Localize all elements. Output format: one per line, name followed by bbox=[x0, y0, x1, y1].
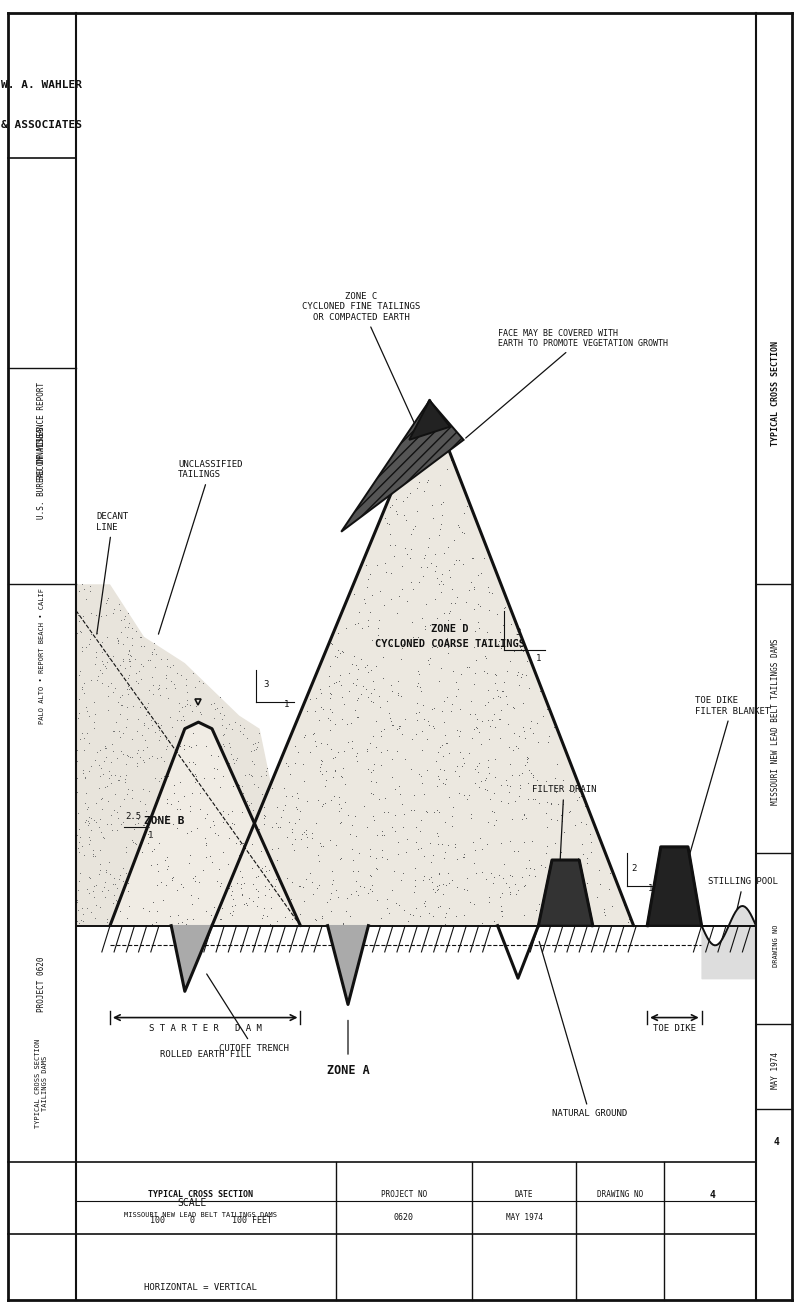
Bar bbox=[174, 1241, 192, 1257]
Text: 100: 100 bbox=[150, 1216, 165, 1225]
Text: RECONNAISSANCE REPORT: RECONNAISSANCE REPORT bbox=[37, 382, 46, 479]
Text: HORIZONTAL = VERTICAL: HORIZONTAL = VERTICAL bbox=[144, 1283, 257, 1292]
Polygon shape bbox=[538, 860, 593, 926]
Text: MISSOURI NEW LEAD BELT TAILINGS DAMS: MISSOURI NEW LEAD BELT TAILINGS DAMS bbox=[123, 1212, 277, 1217]
Text: 3: 3 bbox=[264, 680, 269, 689]
Text: PROJECT 0620: PROJECT 0620 bbox=[37, 957, 46, 1012]
Text: ZONE A: ZONE A bbox=[326, 1064, 370, 1077]
Text: MAY 1974: MAY 1974 bbox=[506, 1213, 542, 1221]
Bar bbox=[158, 1241, 174, 1257]
Text: 2: 2 bbox=[631, 864, 636, 873]
Text: STILLING POOL: STILLING POOL bbox=[709, 877, 778, 943]
Text: CUTOFF TRENCH: CUTOFF TRENCH bbox=[206, 974, 289, 1053]
Bar bbox=[158, 1257, 174, 1272]
Text: ZONE B: ZONE B bbox=[144, 815, 185, 826]
Text: DRAWING NO: DRAWING NO bbox=[597, 1191, 643, 1199]
Text: & ASSOCIATES: & ASSOCIATES bbox=[1, 119, 82, 130]
Text: NATURAL GROUND: NATURAL GROUND bbox=[539, 941, 627, 1119]
Bar bbox=[192, 1257, 209, 1272]
Text: 3: 3 bbox=[515, 628, 521, 637]
Polygon shape bbox=[171, 926, 212, 991]
Text: MISSOURI NEW LEAD BELT TAILINGS DAMS: MISSOURI NEW LEAD BELT TAILINGS DAMS bbox=[771, 639, 781, 805]
Text: FACE MAY BE COVERED WITH
EARTH TO PROMOTE VEGETATION GROWTH: FACE MAY BE COVERED WITH EARTH TO PROMOT… bbox=[466, 328, 667, 439]
Text: TYPICAL CROSS SECTION
TAILINGS DAMS: TYPICAL CROSS SECTION TAILINGS DAMS bbox=[35, 1039, 48, 1128]
Polygon shape bbox=[409, 400, 450, 440]
Text: TOE DIKE
FILTER BLANKET: TOE DIKE FILTER BLANKET bbox=[689, 696, 770, 857]
Text: PROJECT NO: PROJECT NO bbox=[381, 1191, 427, 1199]
Text: TOE DIKE: TOE DIKE bbox=[653, 1024, 696, 1033]
Text: UNCLASSIFIED
TAILINGS: UNCLASSIFIED TAILINGS bbox=[158, 460, 242, 634]
Text: PALO ALTO • REPORT BEACH • CALIF: PALO ALTO • REPORT BEACH • CALIF bbox=[38, 588, 45, 725]
Text: 4: 4 bbox=[773, 1137, 779, 1148]
Text: 100 FEET: 100 FEET bbox=[233, 1216, 272, 1225]
Text: TYPICAL CROSS SECTION: TYPICAL CROSS SECTION bbox=[771, 341, 781, 446]
Bar bbox=[226, 1257, 242, 1272]
Text: ZONE C
CYCLONED FINE TAILINGS
OR COMPACTED EARTH: ZONE C CYCLONED FINE TAILINGS OR COMPACT… bbox=[302, 291, 421, 424]
Text: S T A R T E R   D A M: S T A R T E R D A M bbox=[149, 1024, 262, 1033]
Text: DRAWING NO: DRAWING NO bbox=[773, 924, 779, 966]
Text: MAY 1974: MAY 1974 bbox=[771, 1052, 781, 1088]
Text: 0620: 0620 bbox=[394, 1213, 414, 1221]
Text: 1: 1 bbox=[148, 831, 154, 840]
Text: 2.5: 2.5 bbox=[126, 811, 142, 821]
Polygon shape bbox=[212, 400, 634, 926]
Polygon shape bbox=[341, 400, 464, 532]
Text: W. A. WAHLER: W. A. WAHLER bbox=[1, 80, 82, 91]
Bar bbox=[192, 1241, 209, 1257]
Text: DECANT
LINE: DECANT LINE bbox=[97, 512, 129, 634]
Text: SCALE: SCALE bbox=[177, 1197, 206, 1208]
Bar bbox=[209, 1241, 226, 1257]
Bar bbox=[174, 1257, 192, 1272]
Text: U.S. BUREAU OF MINES: U.S. BUREAU OF MINES bbox=[37, 427, 46, 519]
Text: DATE: DATE bbox=[514, 1191, 534, 1199]
Text: FILTER DRAIN: FILTER DRAIN bbox=[531, 785, 596, 884]
Text: 0: 0 bbox=[189, 1216, 194, 1225]
Text: TYPICAL CROSS SECTION: TYPICAL CROSS SECTION bbox=[147, 1191, 253, 1199]
Bar bbox=[209, 1257, 226, 1272]
Text: 1: 1 bbox=[284, 700, 290, 709]
Polygon shape bbox=[110, 722, 301, 926]
Bar bbox=[226, 1241, 242, 1257]
Polygon shape bbox=[328, 926, 368, 1004]
Text: 4: 4 bbox=[709, 1190, 715, 1200]
Text: ROLLED EARTH FILL: ROLLED EARTH FILL bbox=[159, 1050, 251, 1060]
Text: 1: 1 bbox=[536, 654, 541, 663]
Polygon shape bbox=[76, 584, 301, 926]
Text: 1: 1 bbox=[648, 884, 654, 893]
Text: ZONE D
CYCLONED COARSE TAILINGS: ZONE D CYCLONED COARSE TAILINGS bbox=[375, 625, 525, 649]
Polygon shape bbox=[647, 847, 702, 926]
